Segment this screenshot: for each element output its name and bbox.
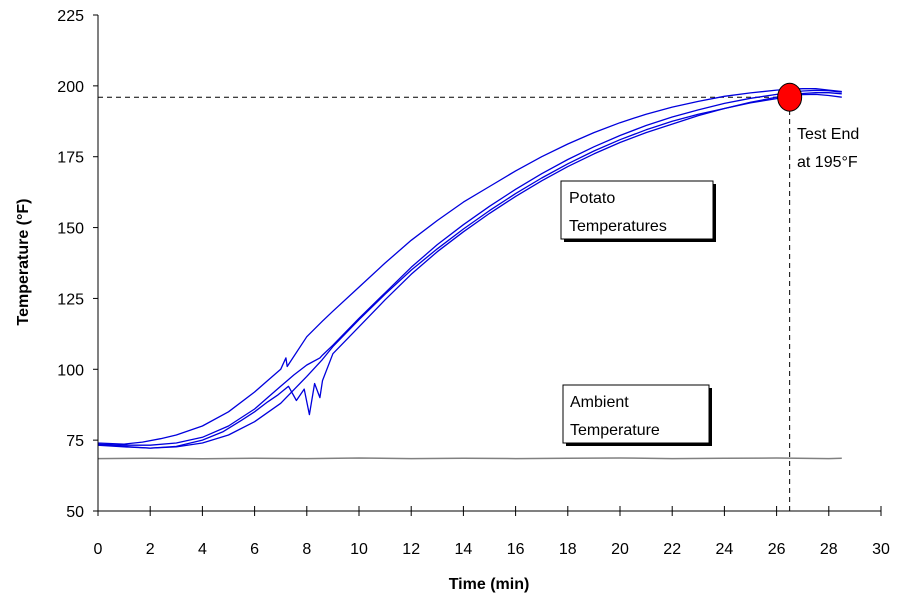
ambient-temperature-line	[97, 457, 842, 460]
y-tick-label: 75	[66, 433, 84, 450]
potato-annotation-box	[560, 180, 714, 240]
x-tick-label: 0	[94, 541, 103, 558]
x-tick-label: 28	[820, 541, 838, 558]
x-tick-label: 8	[302, 541, 311, 558]
series-group	[97, 88, 842, 460]
potato-annotation-line1: Potato	[569, 190, 615, 207]
y-tick-label: 125	[57, 291, 84, 308]
x-axis-title: Time (min)	[449, 576, 530, 593]
potato-temperature-line-4	[97, 93, 842, 449]
y-tick-label: 50	[66, 504, 84, 521]
potato-temperature-line-1	[97, 88, 842, 445]
axes: 0 2 4 6 8 10 12 14 16 18 20 22 24 26 28 30 507510012515…	[57, 8, 890, 558]
x-tick-label: 20	[611, 541, 629, 558]
x-tick-label: 12	[402, 541, 420, 558]
test-end-line2: at 195°F	[797, 154, 858, 171]
x-tick-label: 22	[663, 541, 681, 558]
x-tick-label: 6	[250, 541, 259, 558]
x-tick-label: 10	[350, 541, 368, 558]
potato-annotation: Potato Temperatures	[560, 180, 716, 242]
y-tick-label: 150	[57, 221, 84, 238]
ambient-annotation-line1: Ambient	[570, 394, 629, 411]
x-tick-label: 2	[146, 541, 155, 558]
reference-lines	[98, 96, 791, 511]
test-end-marker-group	[777, 82, 803, 112]
potato-temperature-line-3	[97, 92, 842, 449]
x-tick-label: 16	[507, 541, 525, 558]
ambient-annotation-line2: Temperature	[570, 422, 660, 439]
x-tick-label: 4	[198, 541, 207, 558]
y-tick-label: 100	[57, 362, 84, 379]
y-ticks: 50 75 100 125 150 175 200 225	[57, 8, 98, 521]
x-tick-label: 24	[716, 541, 734, 558]
y-tick-label: 225	[57, 8, 84, 25]
test-end-annotation: Test End at 195°F	[797, 126, 859, 171]
x-tick-label: 14	[455, 541, 473, 558]
x-tick-label: 18	[559, 541, 577, 558]
y-tick-label: 175	[57, 150, 84, 167]
x-tick-label: 26	[768, 541, 786, 558]
potato-temperature-line-2	[97, 89, 842, 446]
potato-annotation-line2: Temperatures	[569, 218, 667, 235]
y-axis-title: Temperature (°F)	[15, 198, 32, 325]
x-tick-label: 30	[872, 541, 890, 558]
x-ticks: 0 2 4 6 8 10 12 14 16 18 20 22 24 26 28 30	[94, 506, 890, 558]
ambient-annotation-box	[562, 384, 710, 444]
test-end-line1: Test End	[797, 126, 859, 143]
y-tick-label: 200	[57, 79, 84, 96]
test-end-marker	[777, 82, 803, 112]
ambient-annotation: Ambient Temperature	[562, 384, 712, 446]
